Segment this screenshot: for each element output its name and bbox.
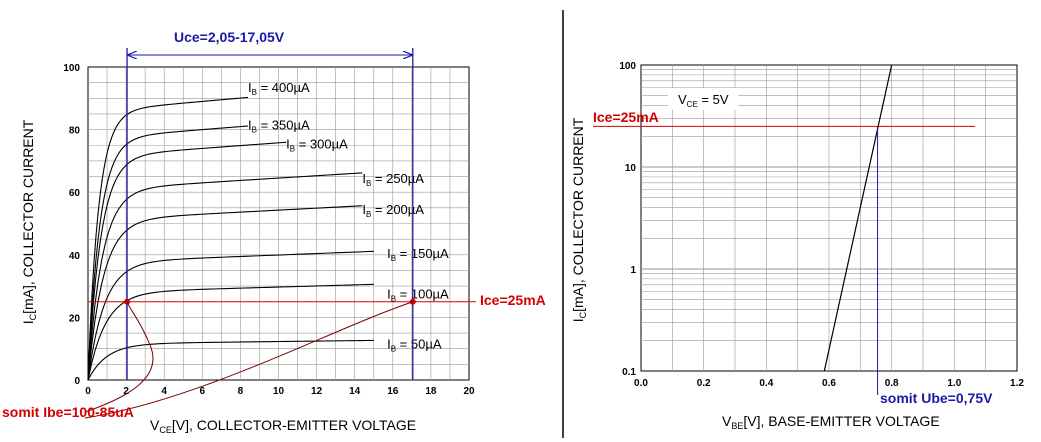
ice-label-left: Ice=25mA (480, 292, 546, 308)
ib-curve-label: IB = 50µA (387, 337, 442, 354)
x-tick-label: 20 (463, 386, 475, 397)
y-tick-label: 40 (69, 251, 81, 262)
ib-curve (87, 125, 249, 381)
x-tick-label: 0.4 (759, 378, 773, 389)
ube-label: somit Ube=0,75V (880, 390, 993, 406)
ib-curve (87, 339, 374, 381)
y-tick-label: 100 (619, 61, 636, 72)
y-tick-label: 80 (69, 126, 81, 137)
y-tick-label: 20 (69, 313, 81, 324)
ib-curve-label: IB = 300µA (286, 136, 348, 153)
ib-curve-label: IB = 400µA (248, 80, 310, 97)
x-tick-label: 0.6 (822, 378, 836, 389)
y-tick-label: 0 (74, 376, 80, 387)
y-tick-labels: 0 20 40 60 80 100 (63, 63, 80, 387)
ibe-pointer-min (84, 301, 154, 413)
uce-range-label: Uce=2,05-17,05V (174, 29, 285, 45)
x-tick-labels: 0 2 4 6 8 10 12 14 16 18 20 (85, 386, 475, 397)
ib-curve (87, 205, 363, 381)
y-tick-label: 60 (69, 188, 81, 199)
annotations (84, 48, 476, 419)
x-tick-label: 1.2 (1010, 378, 1024, 389)
y-tick-label: 10 (625, 163, 637, 174)
x-tick-label: 14 (349, 386, 361, 397)
x-axis-label: VCE[V], COLLECTOR-EMITTER VOLTAGE (150, 417, 416, 435)
x-tick-label: 0.0 (634, 378, 648, 389)
y-axis-label-right: IC[mA], COLLECTOR CURRENT (570, 117, 588, 322)
x-axis-label-right: VBE[V], BASE-EMITTER VOLTAGE (722, 413, 940, 431)
x-tick-label: 6 (200, 386, 206, 397)
ib-curve (87, 141, 287, 381)
vce-legend: VCE = 5V (678, 92, 729, 109)
x-tick-label: 10 (273, 386, 285, 397)
transfer-characteristics-chart: 0.1 1 10 100 0.0 0.2 0.4 0.6 0.8 1.0 1.2 VCE = 5V… (570, 61, 1024, 431)
ice-label-right: Ice=25mA (593, 109, 659, 125)
ib-curve-label: IB = 100µA (387, 287, 449, 304)
transfer-curve-line (823, 64, 893, 372)
ib-curves (87, 96, 374, 381)
ib-curve-label: IB = 200µA (362, 202, 424, 219)
ibe-label: somit Ibe=100-85uA (2, 404, 134, 420)
y-tick-labels-right: 0.1 1 10 100 (619, 61, 636, 378)
x-tick-label: 8 (238, 386, 244, 397)
x-tick-label: 0.2 (697, 378, 711, 389)
y-tick-label: 1 (630, 265, 636, 276)
ib-curve-label: IB = 350µA (248, 118, 310, 135)
ib-curve (87, 172, 363, 381)
transfer-curve (823, 64, 893, 372)
x-tick-label: 1.0 (947, 378, 961, 389)
y-tick-label: 0.1 (622, 367, 636, 378)
x-tick-label: 18 (425, 386, 437, 397)
ibe-pointer-max (84, 301, 413, 419)
x-tick-labels-right: 0.0 0.2 0.4 0.6 0.8 1.0 1.2 (634, 378, 1024, 389)
ib-curve (87, 96, 249, 381)
x-tick-label: 4 (161, 386, 167, 397)
ib-curve (87, 250, 374, 381)
ib-curve-label: IB = 150µA (387, 246, 449, 263)
y-axis-label: IC[mA], COLLECTOR CURRENT (20, 119, 38, 324)
x-tick-label: 16 (387, 386, 399, 397)
x-tick-label: 2 (123, 386, 129, 397)
x-tick-label: 12 (311, 386, 323, 397)
x-tick-label: 0 (85, 386, 91, 397)
grid-right (641, 65, 1017, 371)
output-characteristics-chart: 0 20 40 60 80 100 0 2 4 6 8 10 12 14 16 18 20 IB = 400µ… (2, 29, 546, 435)
y-tick-label: 100 (63, 63, 80, 74)
legend-box (668, 88, 738, 110)
ib-curve-label: IB = 250µA (362, 171, 424, 188)
x-tick-label: 0.8 (885, 378, 899, 389)
ib-curve (87, 283, 374, 381)
annotations-right (593, 125, 975, 395)
